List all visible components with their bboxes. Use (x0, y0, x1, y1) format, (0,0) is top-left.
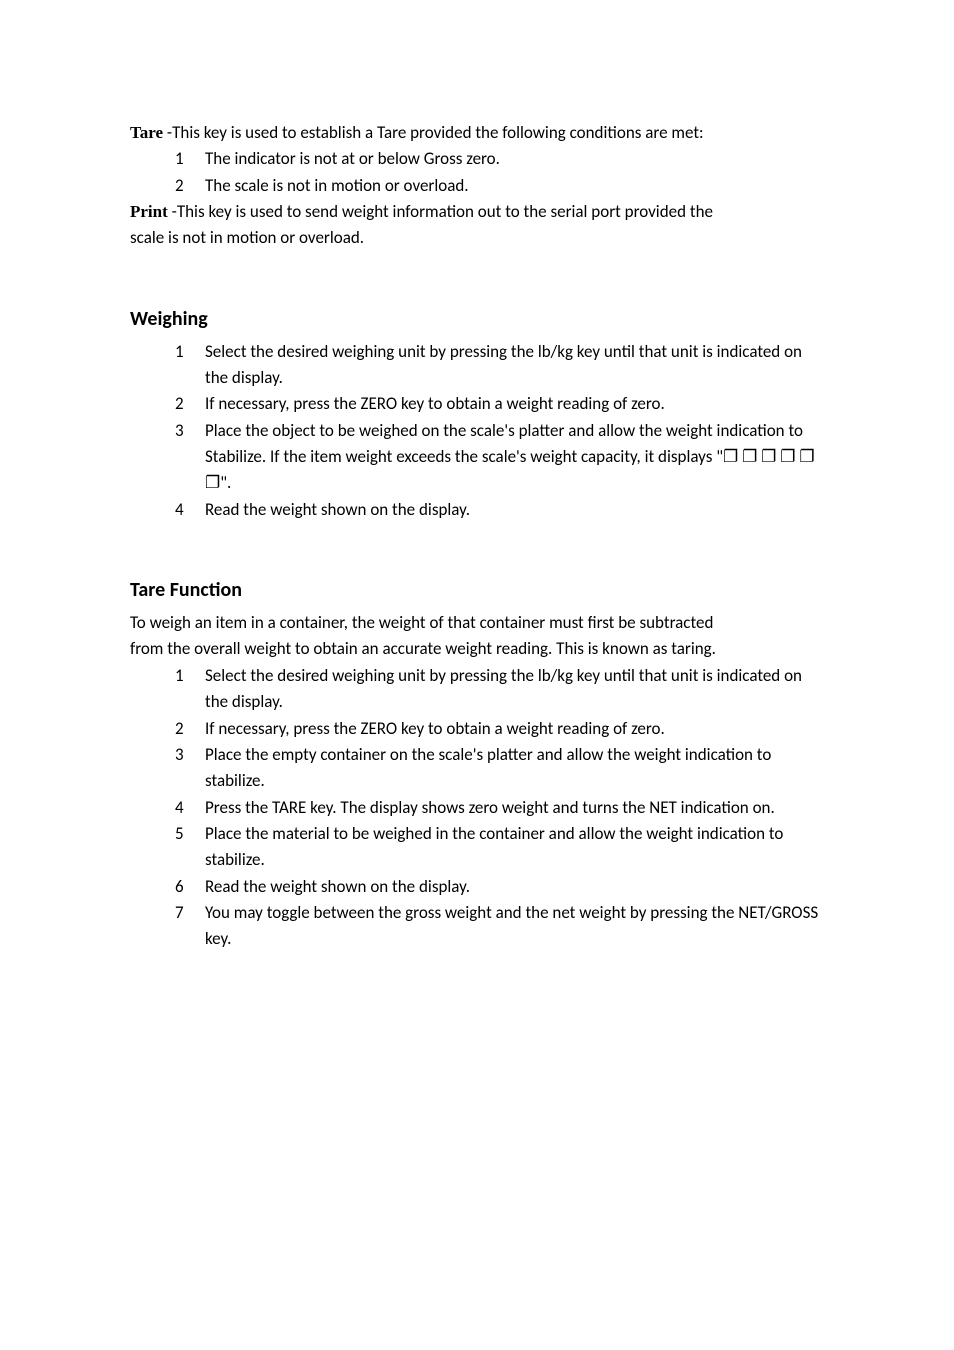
list-item: 7You may toggle between the gross weight… (130, 900, 824, 953)
list-item-text: Select the desired weighing unit by pres… (205, 665, 802, 712)
list-item: 2If necessary, press the ZERO key to obt… (130, 391, 824, 417)
list-item: 3Place the empty container on the scale'… (130, 742, 824, 795)
list-item-text: If necessary, press the ZERO key to obta… (205, 393, 665, 414)
list-item-text: Place the material to be weighed in the … (205, 823, 783, 870)
list-item: 4Read the weight shown on the display. (130, 497, 824, 523)
tare-label: Tare (130, 123, 163, 142)
list-item-text: The indicator is not at or below Gross z… (205, 148, 500, 169)
list-item-text: Read the weight shown on the display. (205, 499, 470, 520)
list-item-text: Read the weight shown on the display. (205, 876, 470, 897)
tare-func-intro1: To weigh an item in a container, the wei… (130, 610, 824, 636)
list-item: 1The indicator is not at or below Gross … (130, 146, 824, 172)
list-item: 2If necessary, press the ZERO key to obt… (130, 716, 824, 742)
print-key-def-line2: scale is not in motion or overload. (130, 225, 824, 251)
weighing-heading: Weighing (130, 307, 824, 331)
weighing-list: 1Select the desired weighing unit by pre… (130, 339, 824, 523)
print-label: Print (130, 202, 168, 221)
tare-key-def: Tare -This key is used to establish a Ta… (130, 120, 824, 146)
list-item: 1Select the desired weighing unit by pre… (130, 339, 824, 392)
list-item-text: The scale is not in motion or overload. (205, 175, 469, 196)
list-item-text: Place the empty container on the scale's… (205, 744, 771, 791)
list-item-text: Press the TARE key. The display shows ze… (205, 797, 775, 818)
list-item: 3Place the object to be weighed on the s… (130, 418, 824, 497)
list-item-text: You may toggle between the gross weight … (205, 902, 818, 949)
tare-func-heading: Tare Function (130, 578, 824, 602)
list-item: 2The scale is not in motion or overload. (130, 173, 824, 199)
tare-func-intro2: from the overall weight to obtain an acc… (130, 636, 824, 662)
tare-desc: -This key is used to establish a Tare pr… (163, 122, 704, 143)
list-item: 6Read the weight shown on the display. (130, 874, 824, 900)
tare-func-list: 1Select the desired weighing unit by pre… (130, 663, 824, 953)
tare-cond-list: 1The indicator is not at or below Gross … (130, 146, 824, 199)
list-item: 5Place the material to be weighed in the… (130, 821, 824, 874)
print-line1: -This key is used to send weight informa… (168, 201, 713, 222)
list-item: 4Press the TARE key. The display shows z… (130, 795, 824, 821)
list-item-text: If necessary, press the ZERO key to obta… (205, 718, 665, 739)
list-item: 1Select the desired weighing unit by pre… (130, 663, 824, 716)
print-key-def-line1: Print -This key is used to send weight i… (130, 199, 824, 225)
list-item-text: Place the object to be weighed on the sc… (205, 420, 815, 494)
list-item-text: Select the desired weighing unit by pres… (205, 341, 802, 388)
